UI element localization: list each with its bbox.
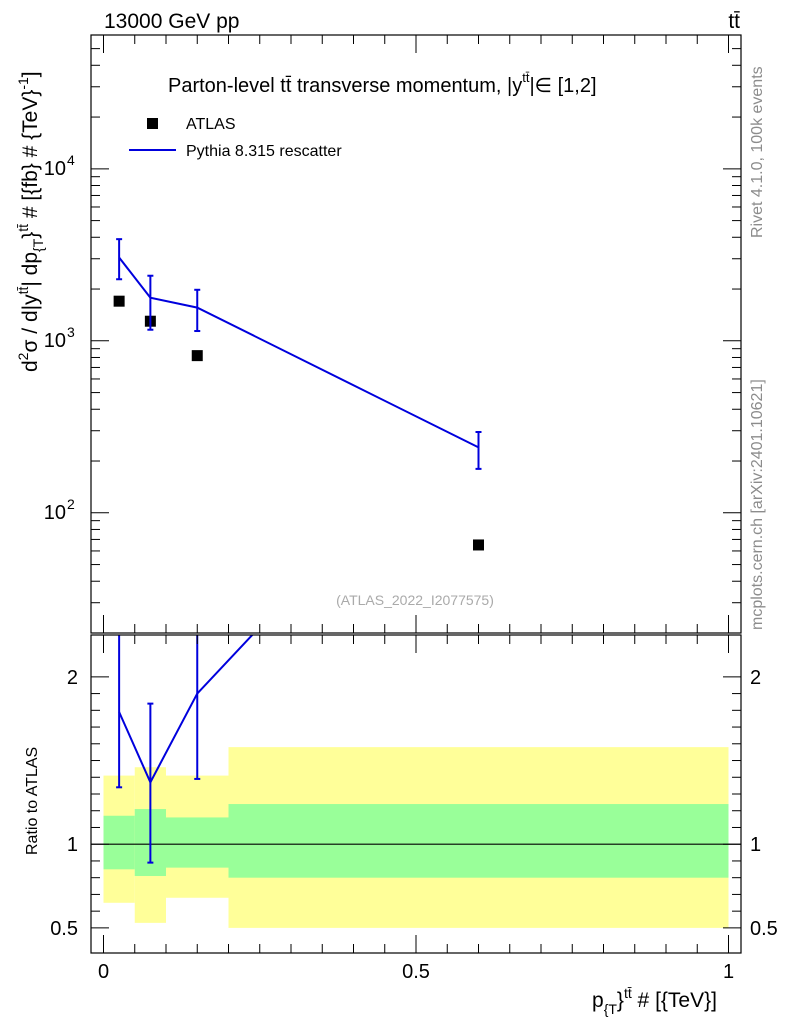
ratio-panel: 0.5 0.5 1 1 2 2 0 0.5 1 [50,634,778,983]
ratio-y-axis-label: Ratio to ATLAS [24,747,41,855]
ratio-y-tick-label: 0.5 [50,918,78,940]
x-tick-label: 0 [98,961,109,983]
ratio-y-tick-label: 2 [67,667,78,689]
main-y-axis-label: d2σ / d|ytt̄| dp{T}tt̄ # [{fb} # {TeV}-1… [15,71,46,372]
collision-label: 13000 GeV pp [104,10,239,33]
mcplots-label: mcplots.cern.ch [arXiv:2401.10621] [749,379,766,630]
main-y-tick-exponent: 4 [67,152,75,168]
rivet-label: Rivet 4.1.0, 100k events [749,66,766,238]
main-y-tick-exponent: 3 [67,324,75,340]
legend-label-atlas: ATLAS [186,116,236,133]
atlas-marker [473,539,484,551]
main-y-tick-label: 10 [44,158,66,180]
chart-title: Parton-level tt̄ transverse momentum, |y… [168,70,597,97]
analysis-watermark: (ATLAS_2022_I2077575) [336,592,494,608]
ratio-pythia-line [118,635,254,785]
uncertainty-band-inner [103,815,135,870]
process-label: tt̄ [728,10,740,33]
atlas-marker [191,350,203,362]
ratio-y-tick-label-right: 2 [750,667,761,689]
main-y-tick-exponent: 2 [67,496,75,512]
ratio-y-tick-label-right: 0.5 [750,918,778,940]
legend: ATLAS Pythia 8.315 rescatter [129,116,342,160]
uncertainty-band-inner [166,817,229,868]
ratio-y-tick-label: 1 [67,834,78,856]
x-tick-label: 1 [723,961,734,983]
main-y-tick-label: 10 [44,330,66,352]
legend-label-pythia: Pythia 8.315 rescatter [186,143,342,160]
legend-marker-atlas [147,118,158,129]
pythia-line [118,256,479,449]
ratio-y-tick-label-right: 1 [750,834,761,856]
x-axis-label: p{T}tt̄ # [{TeV}] [592,985,717,1017]
atlas-marker [113,295,125,307]
uncertainty-band-inner [228,804,729,878]
x-tick-label: 0.5 [402,961,430,983]
main-y-tick-label: 10 [44,502,66,524]
